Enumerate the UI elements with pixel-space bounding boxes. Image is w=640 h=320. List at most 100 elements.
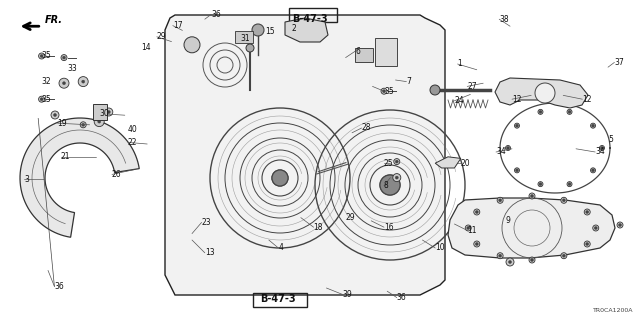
Circle shape	[465, 225, 471, 231]
Text: 7: 7	[406, 77, 412, 86]
Bar	[355, 48, 373, 62]
Text: 15: 15	[266, 28, 275, 36]
Circle shape	[94, 116, 104, 127]
Circle shape	[584, 241, 590, 247]
Circle shape	[467, 227, 470, 229]
Circle shape	[476, 211, 478, 213]
Circle shape	[515, 168, 520, 173]
Text: 35: 35	[384, 87, 394, 96]
Text: 12: 12	[512, 95, 522, 104]
Text: FR.: FR.	[45, 15, 63, 25]
Circle shape	[272, 170, 288, 186]
Circle shape	[246, 44, 254, 52]
Text: 36: 36	[211, 10, 221, 19]
Circle shape	[98, 120, 100, 123]
Circle shape	[618, 223, 621, 227]
Polygon shape	[448, 198, 615, 258]
Text: 19: 19	[58, 119, 67, 128]
Circle shape	[474, 241, 480, 247]
Polygon shape	[165, 15, 445, 295]
Bar	[375, 38, 397, 66]
Circle shape	[563, 199, 565, 202]
Text: 26: 26	[112, 170, 122, 179]
Circle shape	[535, 83, 555, 103]
Text: TR0CA1200A: TR0CA1200A	[593, 308, 634, 313]
Polygon shape	[20, 118, 140, 237]
Circle shape	[561, 197, 567, 203]
Text: 23: 23	[202, 218, 211, 227]
Circle shape	[539, 183, 542, 186]
Circle shape	[476, 243, 478, 245]
Circle shape	[600, 146, 605, 150]
Text: 31: 31	[240, 34, 250, 43]
Text: 4: 4	[278, 244, 284, 252]
Circle shape	[563, 254, 565, 257]
Circle shape	[396, 176, 398, 179]
Circle shape	[567, 109, 572, 114]
Circle shape	[51, 111, 59, 119]
Text: 35: 35	[42, 95, 51, 104]
Circle shape	[381, 88, 387, 94]
Circle shape	[531, 195, 534, 197]
Circle shape	[497, 253, 503, 259]
Circle shape	[80, 122, 86, 128]
Text: 18: 18	[314, 223, 323, 232]
Text: 39: 39	[342, 290, 352, 299]
Circle shape	[515, 123, 520, 128]
Circle shape	[38, 53, 45, 59]
Text: 20: 20	[461, 159, 470, 168]
Circle shape	[591, 169, 595, 172]
Text: B-47-3: B-47-3	[292, 14, 328, 24]
Text: 13: 13	[205, 248, 214, 257]
Circle shape	[499, 254, 502, 257]
Circle shape	[63, 56, 65, 59]
Circle shape	[506, 258, 514, 266]
Circle shape	[394, 159, 400, 164]
Text: 16: 16	[384, 223, 394, 232]
Text: 35: 35	[42, 52, 51, 60]
Text: 27: 27	[467, 82, 477, 91]
Bar	[93, 104, 108, 120]
Text: 1: 1	[458, 60, 462, 68]
Circle shape	[82, 80, 84, 83]
Circle shape	[506, 147, 509, 149]
Text: 8: 8	[384, 181, 388, 190]
Circle shape	[568, 183, 571, 186]
Circle shape	[593, 225, 599, 231]
Circle shape	[78, 76, 88, 87]
Circle shape	[586, 243, 589, 245]
Circle shape	[393, 173, 401, 182]
Circle shape	[538, 182, 543, 187]
Circle shape	[591, 124, 595, 127]
Circle shape	[529, 257, 535, 263]
Circle shape	[584, 209, 590, 215]
Circle shape	[38, 96, 45, 102]
Circle shape	[600, 147, 604, 149]
Circle shape	[54, 114, 56, 116]
Text: 22: 22	[128, 138, 138, 147]
Circle shape	[515, 124, 518, 127]
Circle shape	[108, 110, 110, 114]
Circle shape	[61, 55, 67, 60]
Circle shape	[59, 78, 69, 88]
Text: 30: 30	[99, 109, 109, 118]
Text: 3: 3	[24, 175, 29, 184]
Circle shape	[506, 146, 511, 150]
Circle shape	[567, 182, 572, 187]
Text: 25: 25	[384, 159, 394, 168]
Text: 24: 24	[454, 96, 464, 105]
Circle shape	[82, 123, 84, 126]
Bar	[289, 8, 337, 22]
Text: 21: 21	[61, 152, 70, 161]
Text: 37: 37	[614, 58, 624, 67]
Circle shape	[509, 260, 511, 263]
Polygon shape	[285, 18, 328, 42]
Circle shape	[586, 211, 589, 213]
Circle shape	[515, 169, 518, 172]
Circle shape	[383, 90, 385, 93]
Circle shape	[396, 160, 398, 163]
Circle shape	[105, 108, 113, 116]
Circle shape	[40, 98, 43, 101]
Text: 12: 12	[582, 95, 592, 104]
Text: 28: 28	[362, 124, 371, 132]
